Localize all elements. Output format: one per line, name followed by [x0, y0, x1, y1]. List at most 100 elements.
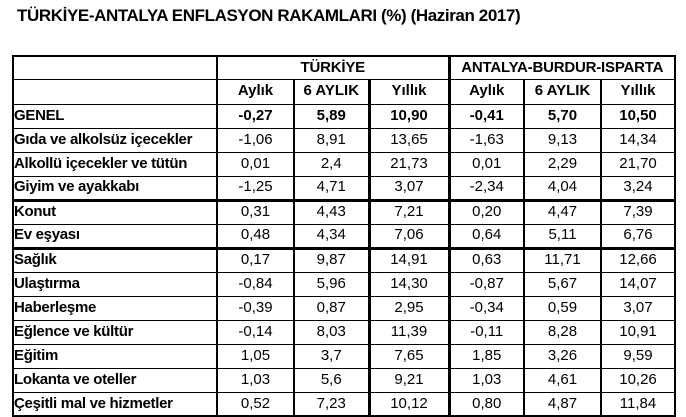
value-cell: 3,07	[367, 175, 450, 202]
value-cell: 10,91	[599, 319, 677, 345]
value-cell: 0,01	[447, 151, 525, 177]
value-cell: -0,39	[216, 295, 295, 321]
value-cell: 5,6	[293, 367, 370, 393]
col-header-antalya-aylik: Aylık	[447, 78, 525, 105]
row-label: Eğitim	[12, 343, 218, 369]
value-cell: -0,11	[447, 319, 525, 345]
value-cell: 7,21	[367, 199, 450, 225]
value-cell: -0,84	[216, 271, 295, 297]
value-cell: 0,48	[216, 223, 295, 250]
table-row: GENEL -0,27 5,89 10,90 -0,41 5,70 10,50	[12, 103, 677, 129]
value-cell: 14,91	[367, 247, 450, 273]
value-cell: 2,4	[293, 151, 370, 177]
row-label: GENEL	[12, 103, 218, 129]
row-label: Konut	[12, 199, 218, 225]
value-cell: 21,73	[367, 151, 450, 177]
value-cell: 3,7	[293, 343, 370, 369]
value-cell: -0,41	[447, 103, 525, 129]
value-cell: 4,87	[523, 391, 602, 417]
value-cell: 8,91	[293, 127, 370, 153]
group-header-row: TÜRKİYE ANTALYA-BURDUR-ISPARTA	[12, 55, 677, 80]
value-cell: 5,11	[523, 223, 602, 250]
row-label: Eğlence ve kültür	[12, 319, 218, 345]
col-header-antalya-yillik: Yıllık	[599, 78, 677, 105]
value-cell: 4,43	[293, 199, 370, 225]
table-row: Çeşitli mal ve hizmetler 0,52 7,23 10,12 0,8…	[12, 391, 677, 417]
value-cell: 7,06	[367, 223, 450, 250]
value-cell: 4,04	[523, 175, 602, 202]
row-label: Ev eşyası	[12, 223, 218, 250]
empty-header-cell	[12, 78, 218, 105]
value-cell: 12,66	[599, 247, 677, 273]
col-header-turkiye-aylik: Aylık	[216, 78, 295, 105]
value-cell: 0,80	[447, 391, 525, 417]
value-cell: -1,63	[447, 127, 525, 153]
value-cell: 7,65	[367, 343, 450, 369]
value-cell: 1,05	[216, 343, 295, 369]
table-row: Eğitim 1,05 3,7 7,65 1,85 3,26 9,59	[12, 343, 677, 369]
value-cell: 0,64	[447, 223, 525, 250]
value-cell: 2,95	[367, 295, 450, 321]
value-cell: 0,31	[216, 199, 295, 225]
value-cell: -1,25	[216, 175, 295, 202]
value-cell: 0,20	[447, 199, 525, 225]
value-cell: -0,14	[216, 319, 295, 345]
group-header-turkiye: TÜRKİYE	[216, 55, 450, 80]
value-cell: 8,03	[293, 319, 370, 345]
value-cell: 3,07	[599, 295, 677, 321]
value-cell: 4,34	[293, 223, 370, 250]
value-cell: 9,59	[599, 343, 677, 369]
value-cell: 5,70	[523, 103, 602, 129]
value-cell: 8,28	[523, 319, 602, 345]
value-cell: 0,87	[293, 295, 370, 321]
table-row: Sağlık 0,17 9,87 14,91 0,63 11,71 12,66	[12, 247, 677, 273]
value-cell: 5,96	[293, 271, 370, 297]
value-cell: 11,71	[523, 247, 602, 273]
table-row: Ev eşyası 0,48 4,34 7,06 0,64 5,11 6,76	[12, 223, 677, 250]
table-row: Haberleşme -0,39 0,87 2,95 -0,34 0,59 3,07	[12, 295, 677, 321]
col-header-antalya-6aylik: 6 AYLIK	[523, 78, 602, 105]
value-cell: 6,76	[599, 223, 677, 250]
row-label: Haberleşme	[12, 295, 218, 321]
value-cell: 14,30	[367, 271, 450, 297]
row-label: Gıda ve alkolsüz içecekler	[12, 127, 218, 153]
value-cell: 10,26	[599, 367, 677, 393]
value-cell: 10,90	[367, 103, 450, 129]
table-row: Giyim ve ayakkabı -1,25 4,71 3,07 -2,34 4,04 3…	[12, 175, 677, 202]
table-body: GENEL -0,27 5,89 10,90 -0,41 5,70 10,50 Gıda ve…	[12, 103, 677, 417]
page-title: TÜRKİYE-ANTALYA ENFLASYON RAKAMLARI (%) …	[17, 6, 521, 25]
value-cell: 14,07	[599, 271, 677, 297]
value-cell: 10,50	[599, 103, 677, 129]
col-header-turkiye-6aylik: 6 AYLIK	[293, 78, 370, 105]
value-cell: 1,85	[447, 343, 525, 369]
table-row: Lokanta ve oteller 1,03 5,6 9,21 1,03 4,61 10,…	[12, 367, 677, 393]
value-cell: 0,01	[216, 151, 295, 177]
value-cell: 9,13	[523, 127, 602, 153]
row-label: Ulaştırma	[12, 271, 218, 297]
sub-header-row: Aylık 6 AYLIK Yıllık Aylık 6 AYLIK Yıllı…	[12, 78, 677, 105]
value-cell: 4,71	[293, 175, 370, 202]
table-row: Ulaştırma -0,84 5,96 14,30 -0,87 5,67 14,07	[12, 271, 677, 297]
table-row: Gıda ve alkolsüz içecekler -1,06 8,91 13,65…	[12, 127, 677, 153]
value-cell: 2,29	[523, 151, 602, 177]
inflation-table: TÜRKİYE ANTALYA-BURDUR-ISPARTA Aylık 6 A…	[12, 55, 677, 417]
value-cell: 1,03	[447, 367, 525, 393]
value-cell: 5,89	[293, 103, 370, 129]
row-label: Alkollü içecekler ve tütün	[12, 151, 218, 177]
value-cell: 21,70	[599, 151, 677, 177]
value-cell: 14,34	[599, 127, 677, 153]
value-cell: 11,84	[599, 391, 677, 417]
value-cell: 0,17	[216, 247, 295, 273]
value-cell: 11,39	[367, 319, 450, 345]
value-cell: 9,21	[367, 367, 450, 393]
value-cell: 5,67	[523, 271, 602, 297]
value-cell: 4,47	[523, 199, 602, 225]
value-cell: -2,34	[447, 175, 525, 202]
value-cell: 0,59	[523, 295, 602, 321]
value-cell: -1,06	[216, 127, 295, 153]
table-row: Konut 0,31 4,43 7,21 0,20 4,47 7,39	[12, 199, 677, 225]
value-cell: 10,12	[367, 391, 450, 417]
value-cell: 4,61	[523, 367, 602, 393]
group-header-antalya-burdur-isparta: ANTALYA-BURDUR-ISPARTA	[447, 55, 677, 80]
value-cell: 9,87	[293, 247, 370, 273]
